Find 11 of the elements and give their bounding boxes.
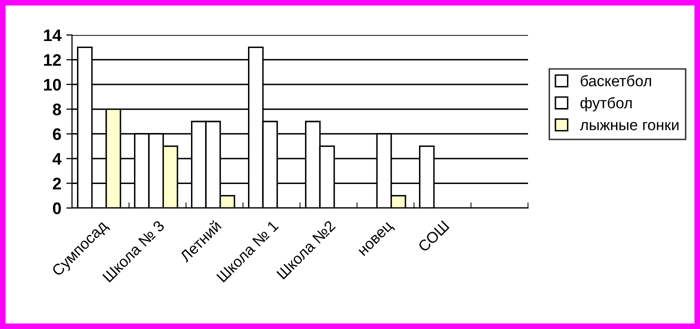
- legend-label: футбол: [580, 97, 632, 112]
- y-tick-label: 10: [44, 78, 61, 91]
- y-tick-label: 0: [52, 202, 61, 214]
- legend-label: баскетбол: [580, 75, 652, 86]
- y-tick-label: 4: [52, 153, 62, 165]
- legend-label: лыжные гонки: [580, 122, 678, 130]
- y-tick-label: 14: [44, 30, 62, 42]
- y-tick-label: 2: [52, 178, 61, 190]
- y-tick-label: 8: [52, 104, 62, 116]
- y-tick-label: 12: [44, 54, 61, 66]
- y-tick-label: 6: [52, 128, 61, 140]
